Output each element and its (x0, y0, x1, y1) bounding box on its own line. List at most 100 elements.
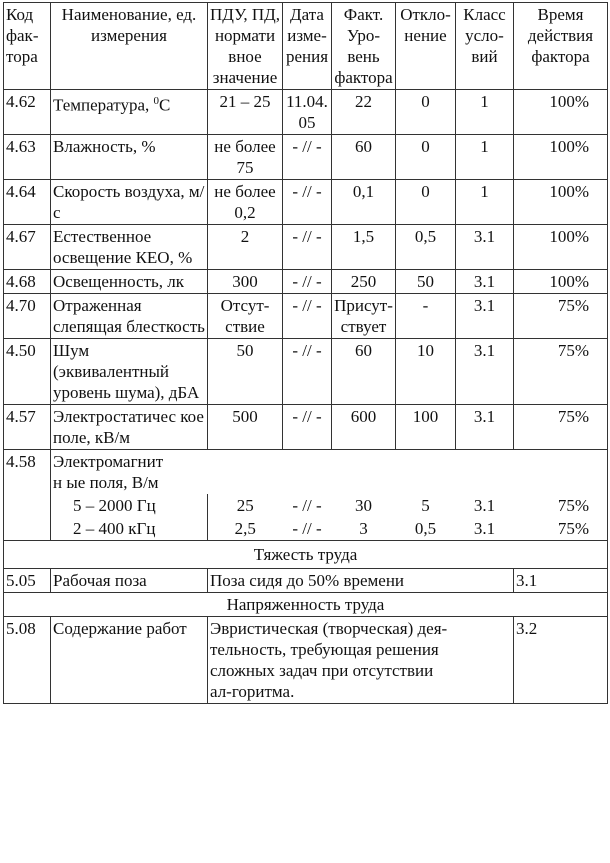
date: - // - (292, 496, 322, 515)
table-row: 5.05 Рабочая поза Поза сидя до 50% време… (3, 568, 608, 593)
time: 75% (513, 404, 608, 450)
time: 100% (513, 134, 608, 180)
time: 100% (513, 269, 608, 294)
date: - // - (282, 338, 332, 405)
code: 4.64 (3, 179, 51, 225)
class: 3.1 (455, 404, 514, 450)
table-row: 4.50 Шум (эквивалентный уровень шума), дБ… (3, 338, 608, 405)
section-row: Напряженность труда (3, 592, 608, 617)
name: 5 – 2000 Гц (50, 494, 208, 517)
table-row: 4.57 Электростатичес кое поле, кВ/м 500- /… (3, 404, 608, 450)
pdu: 25 (236, 496, 254, 515)
table-row: 4.63 Влажность, % не более 75- // -60 0 1 100… (3, 134, 608, 180)
name: Рабочая поза (50, 568, 208, 593)
pdu: 21 – 25 (207, 89, 283, 135)
code: 4.63 (3, 134, 51, 180)
deviation: 5 (421, 496, 430, 515)
name: Электромагнитн ые поля, В/м (50, 449, 608, 494)
fact: 60 (331, 134, 396, 180)
description: Эвристическая (творческая) дея-тельность… (207, 616, 514, 704)
code: 4.67 (3, 224, 51, 270)
code: 4.62 (3, 89, 51, 135)
pdu: 2,5 (207, 517, 283, 541)
date: - // - (282, 269, 332, 294)
header-class: Класс усло-вий (455, 2, 514, 90)
table-row: 4.62 Температура, 0С 21 – 25 11.04. 05 2… (3, 89, 608, 135)
class: 1 (455, 134, 514, 180)
name: Освещенность, лк (50, 269, 208, 294)
name: Содержание работ (50, 616, 208, 704)
section-heading: Тяжесть труда (3, 540, 608, 569)
table-row: 4.68 Освещенность, лк 300- // -250 50 3.1 100… (3, 269, 608, 294)
deviation: 0,5 (395, 224, 456, 270)
name: Шум (эквивалентный уровень шума), дБА (50, 338, 208, 405)
table-subrow: 2 – 400 кГц 2,5 - // - 3 0,5 3.1 75% (4, 517, 608, 541)
table-row-em: 4.58 Электромагнитн ые поля, В/м (3, 449, 608, 541)
code: 4.50 (3, 338, 51, 405)
fact: 22 (331, 89, 396, 135)
header-code: Код фак-тора (3, 2, 51, 90)
code: 4.57 (3, 404, 51, 450)
deviation: 10 (395, 338, 456, 405)
deviation: 100 (395, 404, 456, 450)
code: 5.08 (3, 616, 51, 704)
code: 4.58 (3, 449, 51, 541)
fact: Присут-ствует (331, 293, 396, 339)
table-row: 4.70 Отраженная слепящая блесткость Отсут-… (3, 293, 608, 339)
time: 100% (513, 89, 608, 135)
pdu: 2 (207, 224, 283, 270)
name: Влажность, % (50, 134, 208, 180)
name: Электростатичес кое поле, кВ/м (50, 404, 208, 450)
deviation: 0,5 (395, 517, 456, 541)
class: 3.1 (455, 338, 514, 405)
table-subrow: 5 – 2000 Гц 25 - // - 30 5 3.1 75% (4, 494, 608, 517)
class: 1 (455, 89, 514, 135)
name: Отраженная слепящая блесткость (50, 293, 208, 339)
fact: 3 (331, 517, 396, 541)
table-row: 5.08 Содержание работ Эвристическая (тво… (3, 616, 608, 704)
header-name: Наименование, ед. измерения (50, 2, 208, 90)
fact: 600 (331, 404, 396, 450)
pdu: 50 (207, 338, 283, 405)
pdu: не более 75 (207, 134, 283, 180)
header-fact: Факт. Уро-вень фактора (331, 2, 396, 90)
deviation: 0 (395, 89, 456, 135)
time: 75% (513, 494, 608, 517)
class: 1 (455, 179, 514, 225)
table-row: 4.67 Естественное освещение КЕО, % 2- // -… (3, 224, 608, 270)
date: - // - (282, 179, 332, 225)
name: Температура, 0С (50, 89, 208, 135)
fact: 60 (331, 338, 396, 405)
pdu: Отсут-ствие (207, 293, 283, 339)
code: 5.05 (3, 568, 51, 593)
time: 75% (513, 338, 608, 405)
date: - // - (282, 293, 332, 339)
date: - // - (282, 224, 332, 270)
code: 4.68 (3, 269, 51, 294)
pdu: 500 (207, 404, 283, 450)
class: 3.1 (455, 224, 514, 270)
fact: 0,1 (331, 179, 396, 225)
factors-table: Код фак-тора Наименование, ед. измерения… (3, 2, 608, 704)
class: 3.1 (455, 293, 514, 339)
pdu: не более 0,2 (207, 179, 283, 225)
class: 3.1 (455, 269, 514, 294)
time: 100% (513, 224, 608, 270)
deviation: 0 (395, 179, 456, 225)
header-date: Дата изме-рения (282, 2, 332, 90)
header-time: Время действия фактора (513, 2, 608, 90)
description: Поза сидя до 50% времени (207, 568, 514, 593)
time: 100% (513, 179, 608, 225)
deviation: 50 (395, 269, 456, 294)
section-row: Тяжесть труда (3, 540, 608, 569)
fact: 1,5 (331, 224, 396, 270)
section-heading: Напряженность труда (3, 592, 608, 617)
class: 3.1 (455, 517, 514, 541)
class: 3.2 (513, 616, 608, 704)
name: Скорость воздуха, м/с (50, 179, 208, 225)
pdu: 300 (207, 269, 283, 294)
date: - // - (282, 404, 332, 450)
table-row: 4.64 Скорость воздуха, м/с не более 0,2- /… (3, 179, 608, 225)
deviation: 0 (395, 134, 456, 180)
date: - // - (282, 517, 332, 541)
